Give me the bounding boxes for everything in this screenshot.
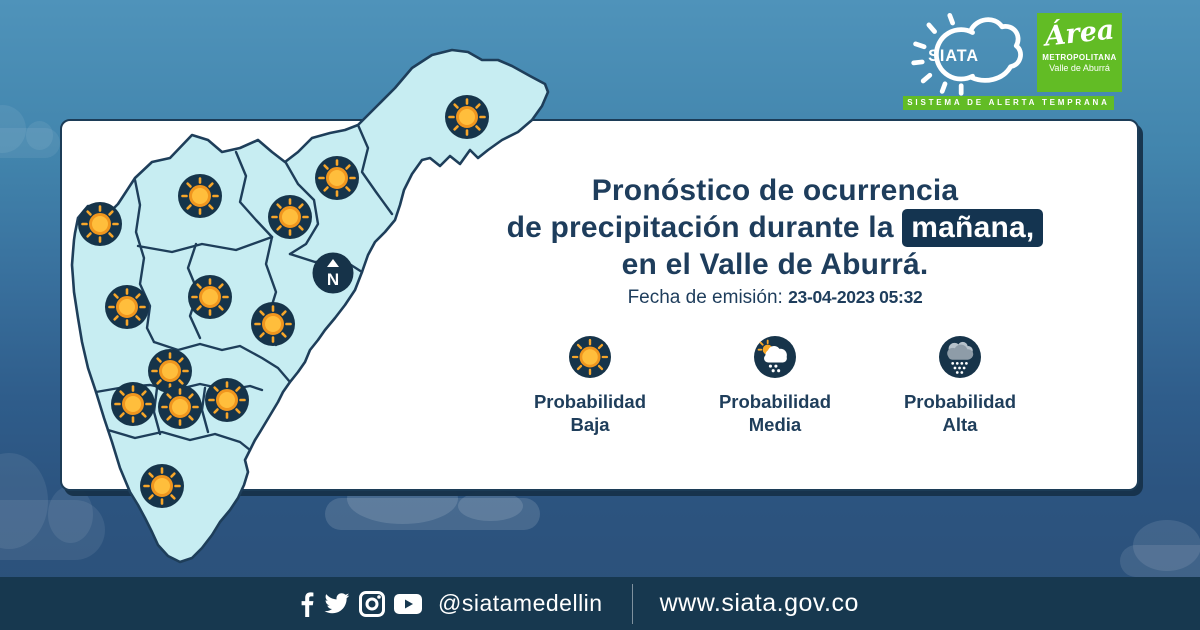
rain-cloud-icon xyxy=(939,336,981,378)
siata-sun-rays xyxy=(911,13,964,96)
social-icons xyxy=(300,590,422,617)
cloud-decoration xyxy=(0,453,105,560)
footer-bar: @siatamedellin www.siata.gov.co xyxy=(0,577,1200,630)
siata-logo-text: SIATA xyxy=(928,47,979,65)
legend-item-baja: Probabilidad Baja xyxy=(516,336,664,436)
probability-legend: Probabilidad Baja Probabilidad Media xyxy=(450,336,1100,436)
title-line2: de precipitación durante la mañana, xyxy=(450,209,1100,247)
emission-row: Fecha de emisión: 23-04-2023 05:32 xyxy=(450,287,1100,309)
sun-rain-icon xyxy=(754,336,796,378)
emission-value: 23-04-2023 05:32 xyxy=(788,287,923,307)
siata-ring xyxy=(934,27,975,82)
siata-logo: SIATA xyxy=(911,13,1023,96)
area-logo-line1: METROPOLITANA xyxy=(1042,53,1117,62)
emission-label: Fecha de emisión: xyxy=(627,287,783,308)
title-block: Pronóstico de ocurrencia de precipitació… xyxy=(450,172,1100,309)
cloud-decoration xyxy=(1120,520,1200,577)
legend-label-line2: Alta xyxy=(942,414,978,435)
website-url: www.siata.gov.co xyxy=(659,589,859,617)
legend-label-line1: Probabilidad xyxy=(533,391,647,412)
social-handle: @siatamedellin xyxy=(438,590,603,616)
legend-item-media: Probabilidad Media xyxy=(701,336,849,436)
legend-label-line2: Baja xyxy=(570,414,610,435)
twitter-icon[interactable] xyxy=(323,592,350,616)
sun-icon xyxy=(569,336,611,378)
legend-label: Probabilidad Media xyxy=(719,390,831,436)
footer-divider xyxy=(631,583,633,624)
legend-label: Probabilidad Baja xyxy=(534,390,646,436)
legend-label-line2: Media xyxy=(748,414,802,435)
youtube-icon[interactable] xyxy=(394,593,422,614)
title-line3: en el Valle de Aburrá. xyxy=(621,248,929,281)
area-logo-script: Área xyxy=(1043,14,1116,53)
cloud-decoration xyxy=(325,473,540,530)
area-metropolitana-logo: Área METROPOLITANA Valle de Aburrá xyxy=(1037,13,1122,92)
cloud-decoration xyxy=(0,104,60,158)
legend-label-line1: Probabilidad xyxy=(903,391,1017,412)
legend-label-line1: Probabilidad xyxy=(718,391,832,412)
title-line2-prefix: de precipitación durante la xyxy=(506,211,894,244)
siata-cloud-outline xyxy=(968,17,1023,83)
alerta-temprana-bar: SISTEMA DE ALERTA TEMPRANA xyxy=(903,96,1114,110)
legend-item-alta: Probabilidad Alta xyxy=(886,336,1034,436)
facebook-icon[interactable] xyxy=(300,591,314,617)
title-line1: Pronóstico de ocurrencia xyxy=(591,174,959,207)
area-logo-line2: Valle de Aburrá xyxy=(1049,63,1110,73)
title-highlight-badge: mañana, xyxy=(902,209,1044,247)
legend-label: Probabilidad Alta xyxy=(904,390,1016,436)
instagram-icon[interactable] xyxy=(359,590,385,617)
